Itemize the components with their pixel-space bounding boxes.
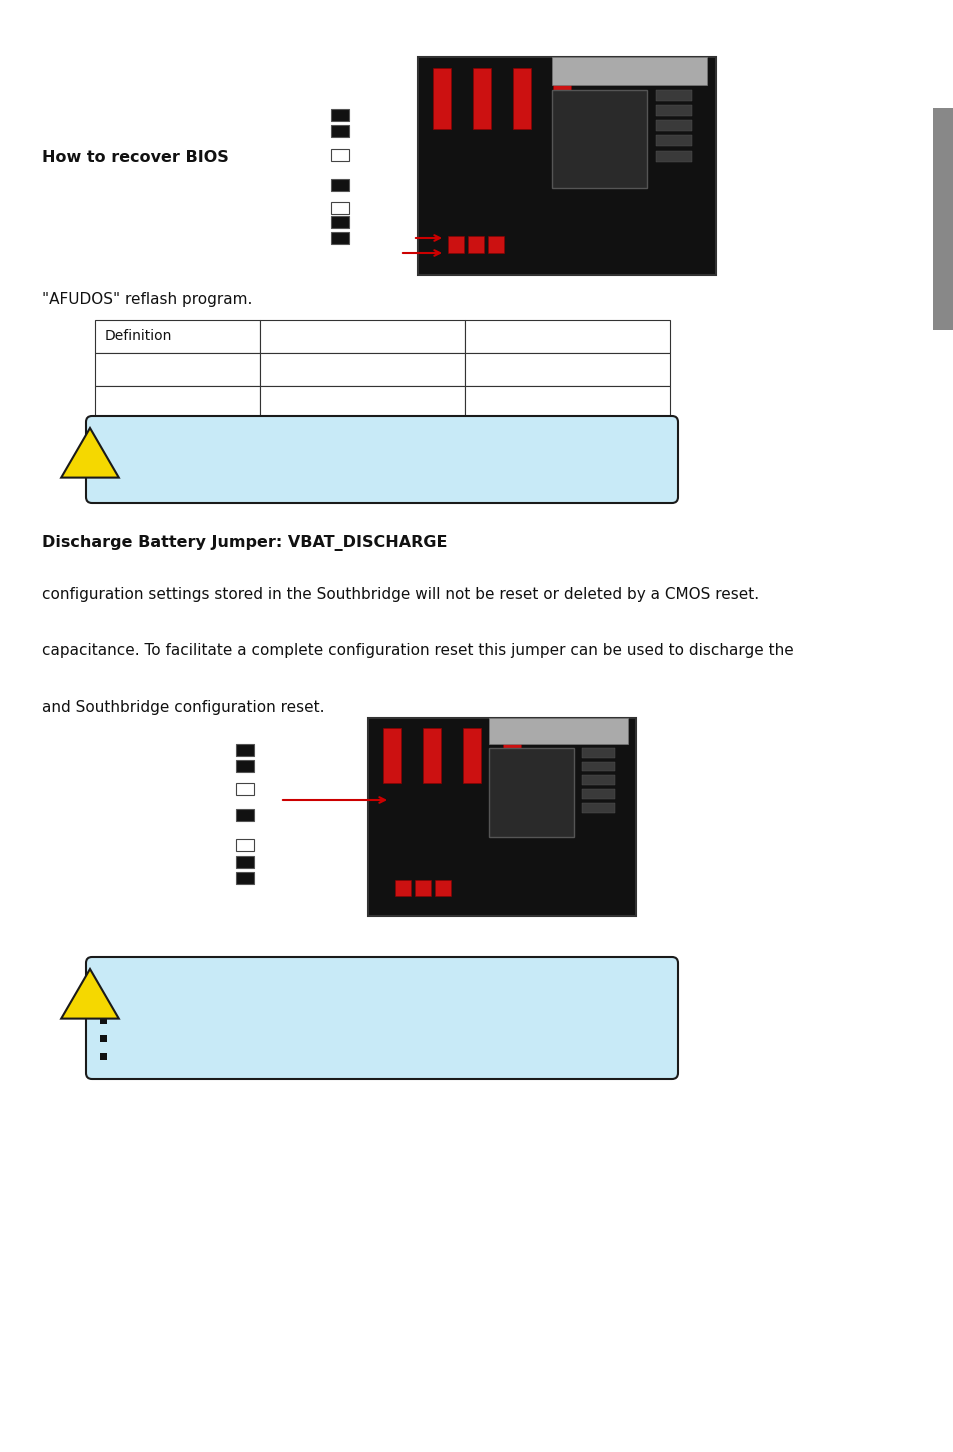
Bar	[553, 68, 571, 129]
Bar	[331, 216, 349, 228]
Text: configuration settings stored in the Southbridge will not be reset or deleted by: configuration settings stored in the Sou…	[42, 587, 759, 603]
Bar	[656, 121, 692, 131]
Bar	[236, 839, 253, 851]
Bar	[464, 353, 669, 386]
Bar	[513, 68, 531, 129]
Bar	[581, 803, 614, 813]
Text: How to recover BIOS: How to recover BIOS	[42, 151, 229, 166]
Bar	[95, 319, 260, 353]
Bar	[552, 57, 706, 86]
Bar	[395, 880, 411, 896]
Text: "AFUDOS" reflash program.: "AFUDOS" reflash program.	[42, 292, 253, 306]
Bar	[260, 319, 464, 353]
Bar	[100, 1035, 107, 1043]
Bar	[331, 148, 349, 161]
Bar	[467, 235, 483, 253]
Text: and Southbridge configuration reset.: and Southbridge configuration reset.	[42, 700, 324, 714]
Bar	[331, 125, 349, 138]
Bar	[100, 1016, 107, 1024]
Bar	[656, 90, 692, 100]
Bar	[552, 90, 647, 187]
Bar	[656, 151, 692, 161]
Bar	[502, 727, 520, 783]
Bar	[422, 727, 440, 783]
Bar	[417, 57, 716, 274]
Bar	[95, 353, 260, 386]
Bar	[656, 135, 692, 147]
Text: Discharge Battery Jumper: VBAT_DISCHARGE: Discharge Battery Jumper: VBAT_DISCHARGE	[42, 534, 447, 550]
Polygon shape	[61, 968, 119, 1019]
Bar	[473, 68, 491, 129]
Bar	[368, 717, 636, 916]
Bar	[236, 759, 253, 772]
Bar	[331, 202, 349, 215]
Bar	[581, 775, 614, 786]
Bar	[236, 809, 253, 820]
Bar	[656, 105, 692, 116]
Bar	[447, 235, 463, 253]
Bar	[260, 386, 464, 420]
Bar	[581, 790, 614, 799]
FancyBboxPatch shape	[86, 417, 678, 502]
Bar	[236, 857, 253, 868]
Bar	[488, 748, 574, 836]
Bar	[462, 727, 480, 783]
Bar	[260, 353, 464, 386]
Bar	[488, 717, 627, 743]
Bar	[581, 748, 614, 758]
Text: Definition: Definition	[105, 330, 172, 344]
Bar	[932, 107, 953, 330]
Bar	[236, 783, 253, 796]
Bar	[331, 179, 349, 192]
Text: capacitance. To facilitate a complete configuration reset this jumper can be use: capacitance. To facilitate a complete co…	[42, 643, 793, 658]
Bar	[464, 319, 669, 353]
Bar	[464, 386, 669, 420]
Bar	[331, 109, 349, 122]
Bar	[100, 1053, 107, 1060]
Bar	[487, 235, 503, 253]
Bar	[95, 386, 260, 420]
Bar	[415, 880, 431, 896]
FancyBboxPatch shape	[86, 957, 678, 1079]
Bar	[331, 232, 349, 244]
Bar	[581, 761, 614, 771]
Bar	[433, 68, 451, 129]
Bar	[435, 880, 451, 896]
Bar	[382, 727, 400, 783]
Bar	[236, 745, 253, 756]
Polygon shape	[61, 428, 119, 478]
Bar	[236, 871, 253, 884]
